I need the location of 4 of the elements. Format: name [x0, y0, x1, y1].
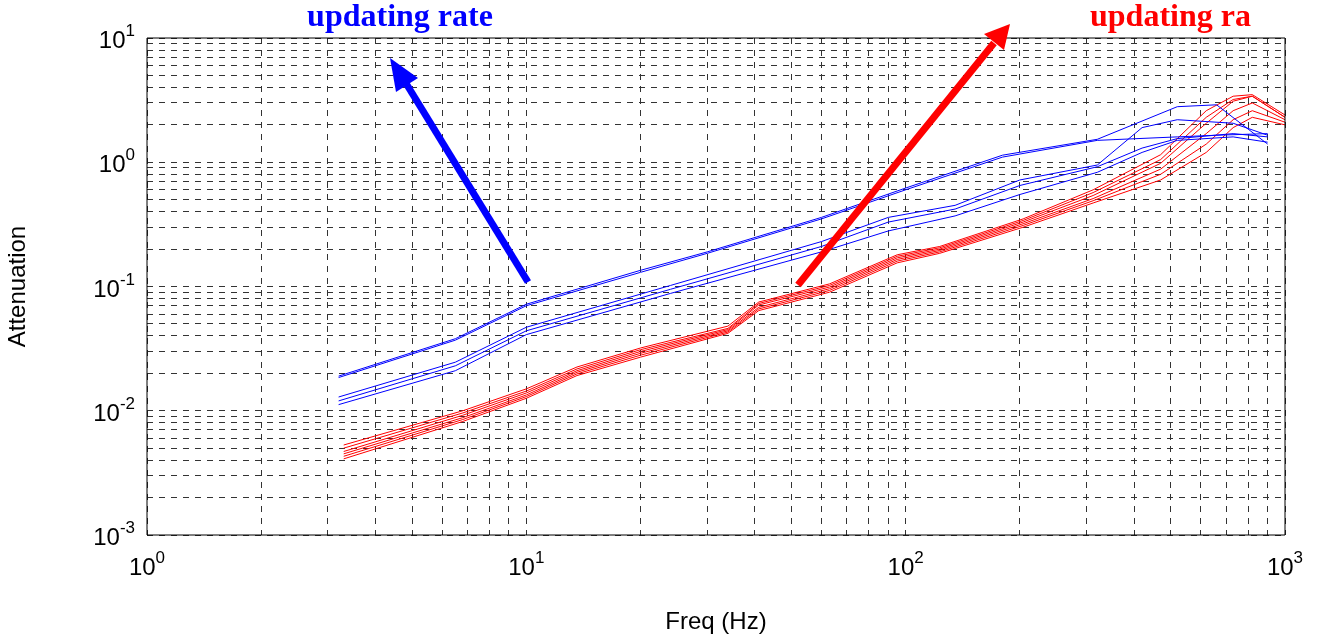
x-axis-title: Freq (Hz) — [665, 607, 767, 635]
text: updating rate — [307, 0, 493, 34]
text: updating ra — [1090, 0, 1251, 34]
y-axis-title: Attenuation — [3, 225, 31, 348]
